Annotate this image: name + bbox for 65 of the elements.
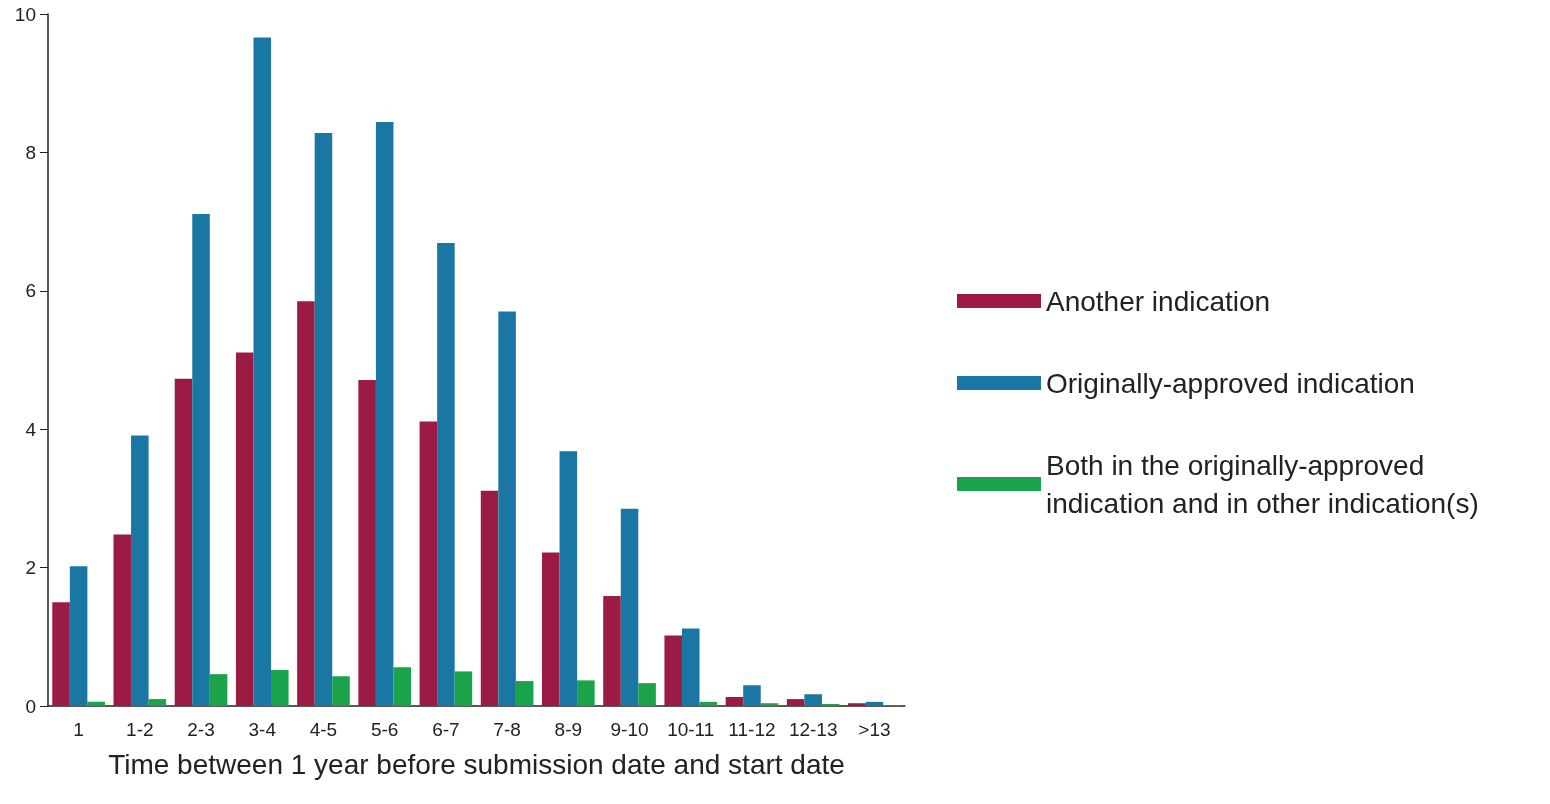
bar — [760, 703, 779, 706]
legend-label: Another indication — [1046, 285, 1271, 317]
x-tick-label: 6-7 — [432, 719, 460, 740]
x-tick-label: 9-10 — [610, 719, 649, 740]
bar — [498, 311, 516, 706]
bar — [131, 435, 149, 706]
y-tick-label: 4 — [25, 418, 37, 440]
bar — [804, 694, 822, 706]
y-tick-label: 8 — [25, 141, 36, 163]
bar — [192, 213, 210, 706]
bar — [375, 121, 394, 706]
x-tick-label: 8-9 — [554, 719, 583, 740]
bar — [148, 699, 167, 706]
bar — [174, 378, 193, 706]
x-tick-label: 11-12 — [728, 719, 776, 740]
bar — [209, 674, 228, 706]
bar — [393, 667, 411, 706]
bar — [577, 680, 595, 706]
x-tick-label: 5-6 — [370, 719, 399, 740]
x-tick-label: 4-5 — [309, 719, 338, 740]
y-tick-label: 10 — [14, 3, 36, 25]
bar — [314, 133, 333, 706]
bar — [52, 602, 70, 706]
x-tick-label: 3-4 — [248, 719, 277, 740]
bar — [454, 671, 473, 706]
bar — [542, 552, 560, 706]
x-tick-label: 1-2 — [126, 719, 154, 740]
x-tick-label: 10-11 — [667, 719, 715, 740]
bar — [253, 37, 272, 706]
bar — [297, 301, 315, 706]
bar — [235, 352, 254, 706]
y-tick-label: 6 — [25, 280, 36, 302]
bar — [620, 508, 639, 706]
bar — [480, 490, 499, 706]
x-tick-label: 2-3 — [187, 719, 215, 740]
legend-label: Originally-approved indication — [1046, 367, 1415, 399]
bar — [559, 451, 578, 706]
x-axis-title: Time between 1 year before submission date and start date — [108, 748, 845, 780]
bar — [603, 595, 621, 706]
bar — [358, 380, 376, 706]
x-tick-label: 12-13 — [788, 719, 838, 740]
bar — [821, 703, 840, 706]
bar — [113, 534, 132, 706]
bar — [638, 683, 656, 706]
x-tick-label: 1 — [73, 719, 84, 740]
bar — [786, 699, 805, 706]
y-tick-label: 0 — [25, 695, 36, 717]
bar — [664, 635, 682, 706]
bar — [699, 701, 718, 706]
bar — [865, 701, 884, 706]
bar — [681, 628, 700, 706]
y-tick-label: 2 — [25, 557, 36, 579]
bar — [437, 243, 455, 706]
bar — [848, 703, 866, 706]
bar — [271, 670, 289, 706]
bar — [332, 676, 350, 706]
x-tick-label: 7-8 — [493, 719, 521, 740]
bar — [69, 566, 88, 706]
legend-label: Both in the originally-approved indication and in other indication(s) — [1046, 449, 1479, 519]
bar — [419, 421, 438, 706]
bar — [515, 681, 534, 706]
bar — [743, 685, 761, 706]
bar — [87, 701, 105, 706]
bar — [725, 697, 744, 706]
x-tick-label: >13 — [858, 719, 891, 740]
